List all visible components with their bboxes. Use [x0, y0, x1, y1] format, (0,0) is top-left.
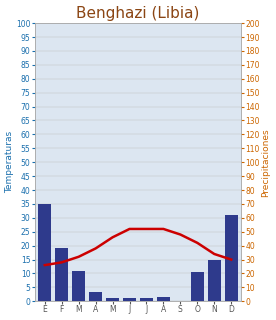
Bar	[140, 299, 153, 301]
Y-axis label: Precipitaciones: Precipitaciones	[261, 128, 270, 196]
Title: Benghazi (Libia): Benghazi (Libia)	[76, 5, 200, 20]
Bar	[123, 299, 136, 301]
Bar	[225, 215, 238, 301]
Bar	[89, 292, 102, 301]
Bar	[208, 260, 221, 301]
Bar	[106, 299, 119, 301]
Y-axis label: Temperaturas: Temperaturas	[6, 131, 15, 193]
Bar	[38, 204, 51, 301]
Bar	[72, 271, 85, 301]
Bar	[157, 297, 170, 301]
Bar	[191, 272, 204, 301]
Bar	[55, 248, 68, 301]
